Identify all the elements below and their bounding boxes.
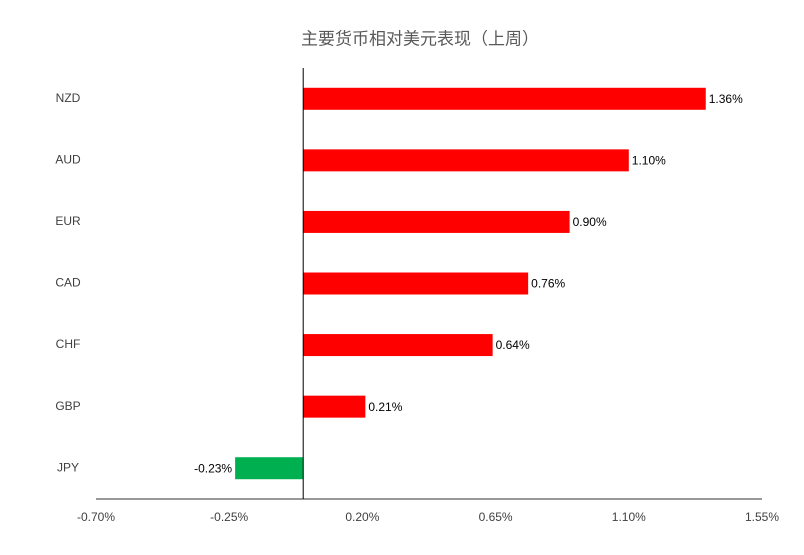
bar (303, 210, 570, 233)
bar (235, 457, 304, 480)
x-tick-label: 0.20% (345, 510, 379, 524)
value-label: -0.23% (194, 461, 232, 475)
y-tick-label: CHF (56, 337, 81, 351)
value-label: 0.76% (531, 277, 565, 291)
value-label: 0.21% (368, 400, 402, 414)
y-tick-label: GBP (55, 399, 80, 413)
bar (303, 149, 629, 172)
value-label: 0.64% (496, 338, 530, 352)
x-tick-label: 0.65% (479, 510, 513, 524)
y-tick-label: CAD (55, 276, 81, 290)
y-tick-label: NZD (56, 91, 81, 105)
x-tick-label: -0.70% (77, 510, 115, 524)
x-tick-label: 1.55% (745, 510, 779, 524)
bar (303, 334, 493, 357)
chart-title: 主要货币相对美元表现（上周） (301, 29, 539, 48)
bar (303, 87, 706, 110)
value-label: 0.90% (573, 215, 607, 229)
y-tick-label: AUD (55, 153, 81, 167)
bar (303, 395, 366, 418)
bar (303, 272, 529, 295)
x-tick-label: -0.25% (210, 510, 248, 524)
value-label: 1.10% (632, 154, 666, 168)
value-label: 1.36% (709, 92, 743, 106)
x-tick-label: 1.10% (612, 510, 646, 524)
y-tick-label: EUR (55, 214, 81, 228)
y-tick-label: JPY (57, 460, 79, 474)
